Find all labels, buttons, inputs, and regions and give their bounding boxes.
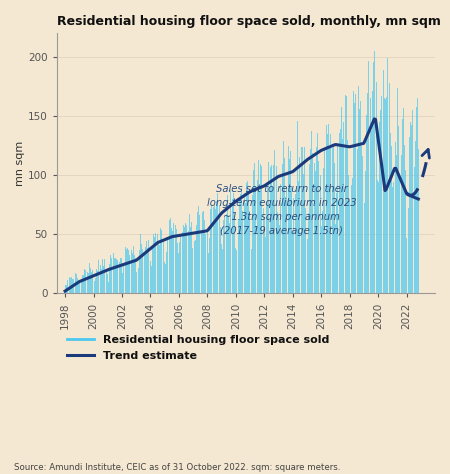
- Text: Source: Amundi Institute, CEIC as of 31 October 2022. sqm: square meters.: Source: Amundi Institute, CEIC as of 31 …: [14, 463, 340, 472]
- Y-axis label: mn sqm: mn sqm: [15, 141, 25, 186]
- Text: Residential housing floor space sold, monthly, mn sqm: Residential housing floor space sold, mo…: [57, 15, 441, 28]
- Legend: Residential housing floor space sold, Trend estimate: Residential housing floor space sold, Tr…: [62, 330, 334, 366]
- Text: Sales set to return to their
long-term equilibrium in 2023
~1.3tn sqm per annum
: Sales set to return to their long-term e…: [207, 184, 356, 236]
